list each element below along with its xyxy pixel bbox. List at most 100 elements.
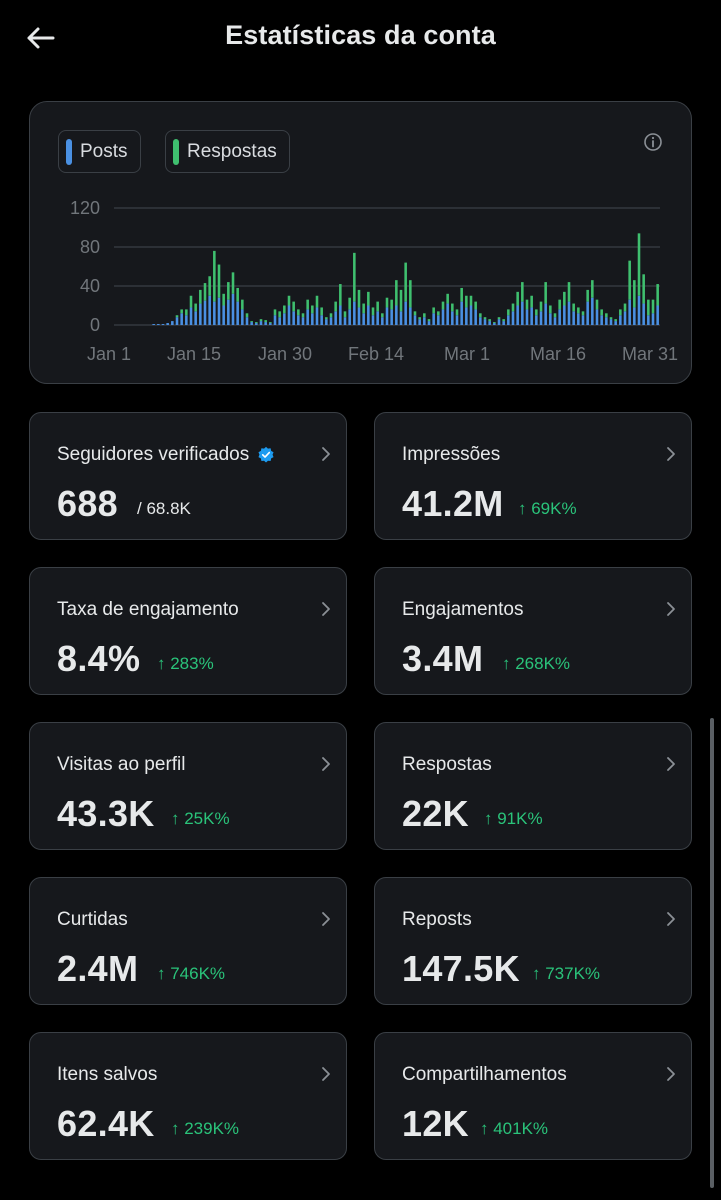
bar-respostas <box>591 280 594 298</box>
legend-posts-label: Posts <box>80 140 128 162</box>
bar-posts <box>222 305 225 325</box>
bar-posts <box>297 315 300 325</box>
stat-card-2[interactable]: Taxa de engajamento 8.4% ↑ 283% <box>29 567 347 695</box>
x-tick-label: Mar 1 <box>444 344 490 364</box>
bar-respostas <box>199 289 202 304</box>
bar-posts <box>586 301 589 325</box>
bar-respostas <box>255 322 258 324</box>
bar-posts <box>301 317 305 325</box>
bar-respostas <box>264 320 267 323</box>
bar-posts <box>269 323 272 325</box>
bar-respostas <box>222 293 225 306</box>
y-tick-label: 0 <box>90 315 100 335</box>
bar-posts <box>329 317 333 325</box>
legend-respostas[interactable]: Respostas <box>165 130 290 173</box>
bar-posts <box>166 323 169 325</box>
stat-label: Respostas <box>402 754 492 776</box>
bar-posts <box>483 319 487 325</box>
stat-card-3[interactable]: Engajamentos 3.4M ↑ 268K% <box>374 567 692 695</box>
bar-posts <box>619 315 622 325</box>
bar-posts <box>278 317 281 325</box>
bar-respostas <box>460 287 463 302</box>
x-tick-label: Mar 31 <box>622 344 678 364</box>
bar-posts <box>455 315 459 325</box>
bar-respostas <box>311 305 314 314</box>
bar-posts <box>409 307 412 325</box>
bar-posts <box>497 319 501 325</box>
bar-posts <box>437 315 440 325</box>
bar-posts <box>367 305 370 325</box>
bar-respostas <box>535 309 538 316</box>
stat-delta: ↑ 283% <box>157 654 214 673</box>
posts-swatch <box>66 138 72 165</box>
bar-respostas <box>278 311 281 318</box>
bar-posts <box>315 307 319 325</box>
bar-respostas <box>334 301 337 312</box>
bar-posts <box>493 323 496 325</box>
bar-posts <box>474 309 477 325</box>
stat-delta: ↑ 69K% <box>518 499 577 518</box>
bar-respostas <box>633 280 636 308</box>
bar-posts <box>451 311 454 325</box>
stat-label: Reposts <box>402 909 472 931</box>
stat-label-text: Visitas ao perfil <box>57 754 186 775</box>
bar-posts <box>292 311 295 325</box>
page-title: Estatísticas da conta <box>225 20 496 50</box>
bar-posts <box>241 309 244 325</box>
stat-card-7[interactable]: Reposts 147.5K ↑ 737K% <box>374 877 692 1005</box>
stat-card-8[interactable]: Itens salvos 62.4K ↑ 239K% <box>29 1032 347 1160</box>
bar-posts <box>171 321 174 325</box>
stat-label: Engajamentos <box>402 599 523 621</box>
bar-posts <box>287 305 291 325</box>
bar-respostas <box>217 264 221 298</box>
stat-card-9[interactable]: Compartilhamentos 12K ↑ 401K% <box>374 1032 692 1160</box>
legend-posts[interactable]: Posts <box>58 130 141 173</box>
bar-respostas <box>399 289 403 312</box>
stat-delta: ↑ 737K% <box>532 964 601 983</box>
bar-respostas <box>185 309 188 316</box>
bar-respostas <box>339 284 342 306</box>
arrow-left-icon <box>27 27 55 49</box>
stat-label: Seguidores verificados <box>57 444 275 466</box>
bar-posts <box>647 315 650 325</box>
bar-respostas <box>175 315 179 318</box>
stat-value: 62.4K <box>57 1103 155 1144</box>
bar-posts <box>399 311 403 325</box>
stat-value: 8.4% <box>57 638 141 679</box>
bar-respostas <box>273 309 277 316</box>
chevron-right-icon <box>667 1067 675 1081</box>
scrollbar[interactable] <box>710 718 714 1188</box>
bar-posts <box>385 307 389 325</box>
stat-card-1[interactable]: Impressões 41.2M ↑ 69K% <box>374 412 692 540</box>
bar-respostas <box>553 313 557 318</box>
bar-posts <box>311 313 314 325</box>
bar-respostas <box>483 317 487 320</box>
bar-respostas <box>525 299 529 310</box>
bar-posts <box>595 309 599 325</box>
bar-respostas <box>455 309 459 316</box>
bar-respostas <box>180 309 183 314</box>
bar-respostas <box>446 293 449 304</box>
bar-respostas <box>432 307 435 314</box>
stat-label: Impressões <box>402 444 500 466</box>
stat-card-6[interactable]: Curtidas 2.4M ↑ 746K% <box>29 877 347 1005</box>
bar-respostas <box>595 299 599 310</box>
bar-respostas <box>637 233 641 296</box>
stat-card-0[interactable]: Seguidores verificados 688 / 68.8K <box>29 412 347 540</box>
stat-card-5[interactable]: Respostas 22K ↑ 91K% <box>374 722 692 850</box>
bar-posts <box>320 315 323 325</box>
stat-delta: ↑ 239K% <box>171 1119 240 1138</box>
bar-respostas <box>315 295 319 308</box>
bar-posts <box>605 317 608 325</box>
x-tick-label: Jan 30 <box>258 344 312 364</box>
bar-respostas <box>563 291 566 306</box>
chevron-right-icon <box>322 447 330 461</box>
bar-posts <box>521 301 524 325</box>
info-icon[interactable] <box>643 132 663 152</box>
bar-respostas <box>306 299 309 310</box>
bar-posts <box>157 324 160 325</box>
bar-respostas <box>609 317 613 320</box>
back-button[interactable] <box>22 20 58 56</box>
bar-respostas <box>203 283 207 301</box>
stat-card-4[interactable]: Visitas ao perfil 43.3K ↑ 25K% <box>29 722 347 850</box>
